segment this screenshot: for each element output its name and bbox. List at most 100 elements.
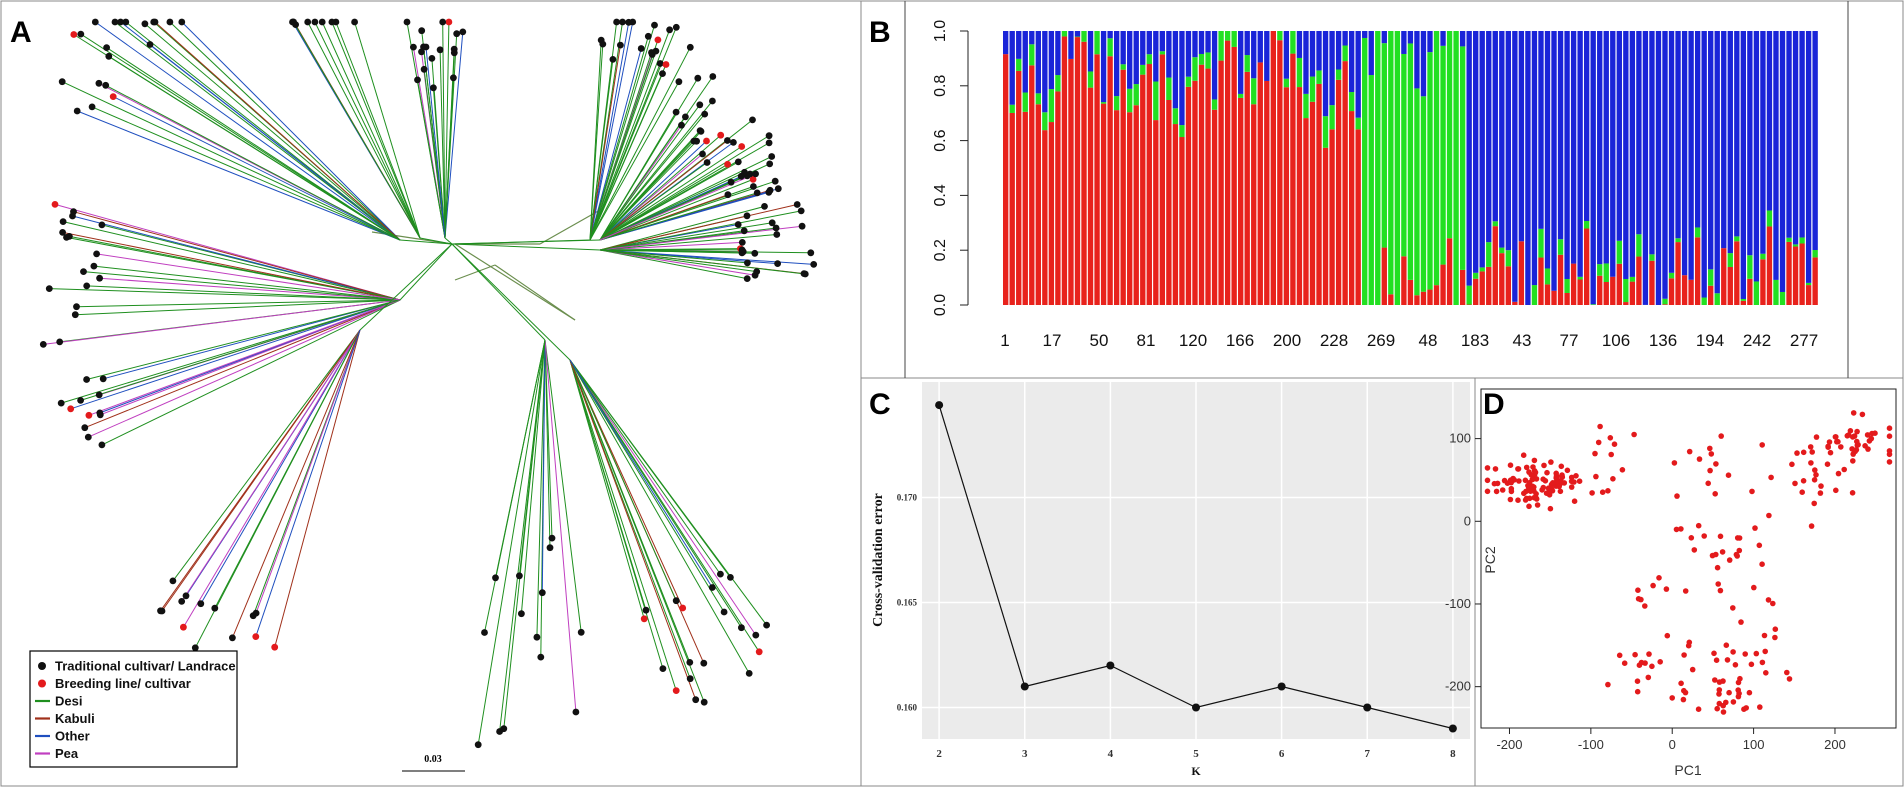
structure-red bbox=[1100, 103, 1107, 305]
structure-blue bbox=[1420, 31, 1427, 97]
structure-blue bbox=[1303, 31, 1309, 94]
legend-label: Pea bbox=[55, 746, 79, 761]
structure-blue bbox=[1264, 31, 1270, 81]
cv-point bbox=[1448, 724, 1457, 733]
structure-green bbox=[1499, 247, 1505, 254]
pca-point bbox=[1610, 476, 1616, 482]
structure-red bbox=[1486, 266, 1492, 305]
scale-bar-label: 0.03 bbox=[424, 754, 442, 765]
landrace-tip bbox=[548, 534, 556, 542]
structure-x-tick-label: 183 bbox=[1461, 331, 1489, 350]
structure-red bbox=[1264, 80, 1270, 305]
pca-point bbox=[1634, 678, 1641, 684]
landrace-tip bbox=[793, 201, 801, 208]
tree-leaf-branch bbox=[569, 359, 645, 619]
landrace-tip bbox=[700, 659, 708, 667]
structure-red bbox=[1799, 243, 1805, 305]
pca-x-tick-label: 200 bbox=[1824, 737, 1846, 752]
structure-red bbox=[1309, 101, 1316, 306]
structure-green bbox=[1636, 234, 1642, 257]
landrace-tip bbox=[58, 78, 66, 86]
structure-green bbox=[1544, 268, 1551, 285]
tree-leaf-branch bbox=[101, 299, 401, 446]
pca-point bbox=[1657, 659, 1663, 665]
structure-red bbox=[1694, 237, 1701, 305]
pca-point bbox=[1543, 490, 1550, 497]
structure-blue bbox=[1525, 31, 1531, 305]
cv-x-tick-label: 2 bbox=[936, 748, 942, 760]
structure-blue bbox=[1812, 31, 1818, 251]
structure-green bbox=[1564, 278, 1570, 293]
tree-leaf-branch bbox=[432, 87, 446, 239]
pca-point bbox=[1507, 462, 1514, 469]
structure-blue bbox=[1153, 31, 1159, 82]
tree-leaf-branch bbox=[406, 21, 446, 239]
landrace-tip bbox=[572, 708, 580, 716]
pca-point bbox=[1734, 553, 1740, 559]
pca-point bbox=[1515, 466, 1522, 472]
pca-point bbox=[1854, 428, 1860, 435]
structure-green bbox=[1362, 37, 1368, 305]
structure-blue bbox=[1127, 31, 1133, 89]
pca-point bbox=[1713, 461, 1719, 467]
landrace-tip bbox=[63, 234, 70, 241]
structure-green bbox=[1459, 46, 1466, 270]
pca-point bbox=[1735, 687, 1741, 693]
cv-x-tick-label: 3 bbox=[1022, 748, 1028, 760]
pca-point bbox=[1686, 639, 1693, 646]
structure-blue bbox=[1668, 31, 1675, 273]
tree-leaf-branch bbox=[66, 236, 401, 301]
structure-red bbox=[1760, 259, 1766, 305]
structure-red bbox=[1048, 122, 1055, 305]
pca-point bbox=[1607, 435, 1614, 441]
structure-y-tick-label: 0.4 bbox=[932, 184, 949, 206]
landrace-tip bbox=[772, 224, 780, 232]
structure-red bbox=[1610, 276, 1616, 305]
pca-point bbox=[1501, 477, 1508, 484]
pca-point bbox=[1542, 478, 1549, 484]
structure-blue bbox=[1368, 31, 1374, 76]
pca-point bbox=[1849, 490, 1856, 496]
pca-point bbox=[1799, 489, 1805, 496]
pca-point bbox=[1634, 688, 1641, 695]
landrace-tip bbox=[774, 260, 781, 267]
pca-point bbox=[1734, 535, 1741, 541]
tree-leaf-branch bbox=[112, 96, 401, 241]
pca-point bbox=[1770, 600, 1776, 607]
structure-green bbox=[1100, 102, 1107, 104]
tree-leaf-branch bbox=[599, 111, 677, 241]
pca-point bbox=[1762, 648, 1768, 655]
cv-y-tick-label: 0.170 bbox=[897, 493, 918, 503]
tree-branch bbox=[399, 243, 453, 301]
landrace-tip bbox=[637, 45, 645, 52]
structure-red bbox=[1668, 278, 1675, 305]
pca-point bbox=[1723, 642, 1730, 648]
landrace-tip bbox=[744, 259, 751, 267]
landrace-tip bbox=[651, 21, 658, 29]
pca-point bbox=[1753, 650, 1760, 657]
structure-red bbox=[1355, 129, 1361, 305]
structure-blue bbox=[1512, 31, 1518, 302]
structure-green bbox=[1251, 78, 1257, 105]
tree-leaf-branch bbox=[161, 329, 361, 612]
structure-blue bbox=[1192, 31, 1198, 58]
structure-green bbox=[1727, 253, 1733, 267]
structure-green bbox=[1329, 105, 1335, 130]
structure-x-tick-label: 228 bbox=[1320, 331, 1348, 350]
pca-point bbox=[1872, 430, 1878, 437]
tree-leaf-branch bbox=[569, 359, 664, 669]
pca-point bbox=[1789, 461, 1795, 468]
structure-green bbox=[1042, 112, 1048, 131]
landrace-tip bbox=[807, 249, 815, 257]
tree-leaf-branch bbox=[231, 329, 361, 638]
pca-point bbox=[1673, 526, 1680, 533]
structure-red bbox=[1251, 104, 1257, 306]
pca-point bbox=[1717, 587, 1724, 594]
pca-point bbox=[1669, 695, 1675, 701]
structure-green bbox=[1211, 99, 1218, 110]
pca-point bbox=[1638, 596, 1644, 603]
structure-red bbox=[1446, 238, 1453, 305]
tree-leaf-branch bbox=[495, 339, 546, 578]
pca-point bbox=[1730, 605, 1736, 611]
pca-point bbox=[1786, 676, 1793, 682]
